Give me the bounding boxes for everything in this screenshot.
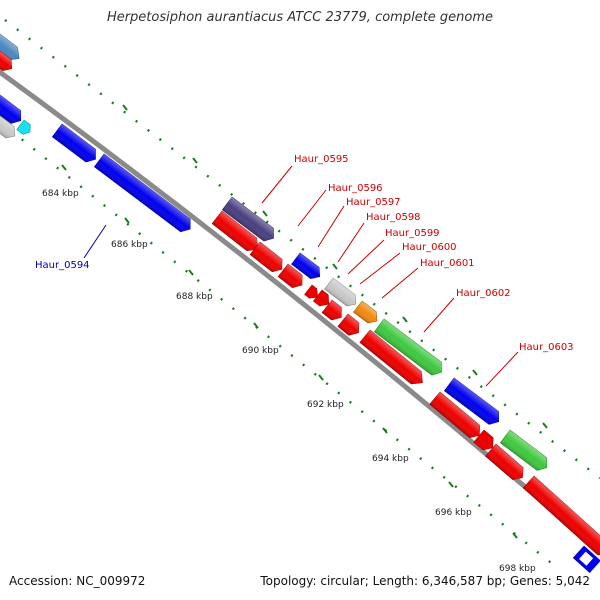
- gene-feature[interactable]: [312, 289, 333, 310]
- gene-feature[interactable]: [277, 263, 307, 291]
- gene-feature[interactable]: [499, 429, 551, 474]
- gene-feature[interactable]: [291, 252, 324, 282]
- accession-text: Accession: NC_009972: [9, 574, 146, 588]
- ruler-labels: 684 kbp 686 kbp 688 kbp 690 kbp 692 kbp …: [42, 189, 536, 574]
- gene-feature[interactable]: [0, 44, 16, 74]
- gene-feature[interactable]: [373, 318, 446, 379]
- map-title: Herpetosiphon aurantiacus ATCC 23779, co…: [106, 10, 494, 25]
- gene-feature[interactable]: [321, 299, 346, 324]
- gene-label-haur-0595[interactable]: Haur_0595: [294, 154, 349, 165]
- gene-feature[interactable]: [0, 27, 24, 65]
- gene-feature[interactable]: [324, 277, 361, 310]
- tick-track-outer: [4, 19, 600, 479]
- gene-label-haur-0601[interactable]: Haur_0601: [420, 258, 475, 269]
- ruler-label-692: 692 kbp: [307, 400, 344, 410]
- gene-feature[interactable]: [337, 313, 364, 339]
- gene-feature[interactable]: [51, 123, 100, 166]
- ruler-label-688: 688 kbp: [176, 292, 213, 302]
- gene-label-haur-0600[interactable]: Haur_0600: [402, 242, 457, 253]
- ruler-label-684: 684 kbp: [42, 189, 79, 199]
- ruler-label-694: 694 kbp: [372, 454, 409, 464]
- ruler-label-698: 698 kbp: [499, 564, 536, 574]
- gene-feature[interactable]: [304, 284, 322, 302]
- gene-feature[interactable]: [249, 241, 287, 276]
- gene-feature[interactable]: [473, 429, 498, 454]
- gene-feature[interactable]: [572, 545, 600, 574]
- gene-label-haur-0596[interactable]: Haur_0596: [328, 183, 383, 194]
- gene-feature[interactable]: [221, 196, 278, 245]
- gene-label-haur-0594[interactable]: Haur_0594: [35, 260, 90, 271]
- gene-feature[interactable]: [522, 475, 600, 560]
- reverse-strand-genes: [211, 210, 600, 574]
- tick-track-inner: [9, 129, 561, 571]
- ruler-label-686: 686 kbp: [111, 240, 148, 250]
- gene-feature[interactable]: [211, 210, 263, 256]
- gene-label-haur-0602[interactable]: Haur_0602: [456, 288, 511, 299]
- gene-label-haur-0599[interactable]: Haur_0599: [385, 228, 440, 239]
- gene-feature[interactable]: [485, 443, 528, 484]
- gene-feature[interactable]: [443, 377, 503, 428]
- backbone-outer-line: [0, 69, 600, 555]
- gene-label-haur-0603[interactable]: Haur_0603: [519, 342, 574, 353]
- gene-feature[interactable]: [0, 109, 19, 142]
- gene-label-haur-0597[interactable]: Haur_0597: [346, 197, 401, 208]
- label-leaders: [83, 165, 519, 387]
- gene-labels: Haur_0594 Haur_0595 Haur_0596 Haur_0597 …: [35, 154, 574, 353]
- topology-text: Topology: circular; Length: 6,346,587 bp…: [260, 574, 590, 588]
- gene-feature[interactable]: [16, 119, 34, 137]
- forward-strand-genes: [0, 27, 551, 474]
- gene-label-haur-0598[interactable]: Haur_0598: [366, 212, 421, 223]
- major-ticks: [61, 104, 548, 539]
- ruler-label-690: 690 kbp: [242, 346, 279, 356]
- gene-feature[interactable]: [93, 153, 195, 235]
- gene-feature[interactable]: [0, 88, 26, 127]
- gene-feature[interactable]: [359, 329, 428, 389]
- ruler-label-696: 696 kbp: [435, 508, 472, 518]
- gene-feature[interactable]: [353, 300, 382, 327]
- gene-feature[interactable]: [429, 391, 485, 442]
